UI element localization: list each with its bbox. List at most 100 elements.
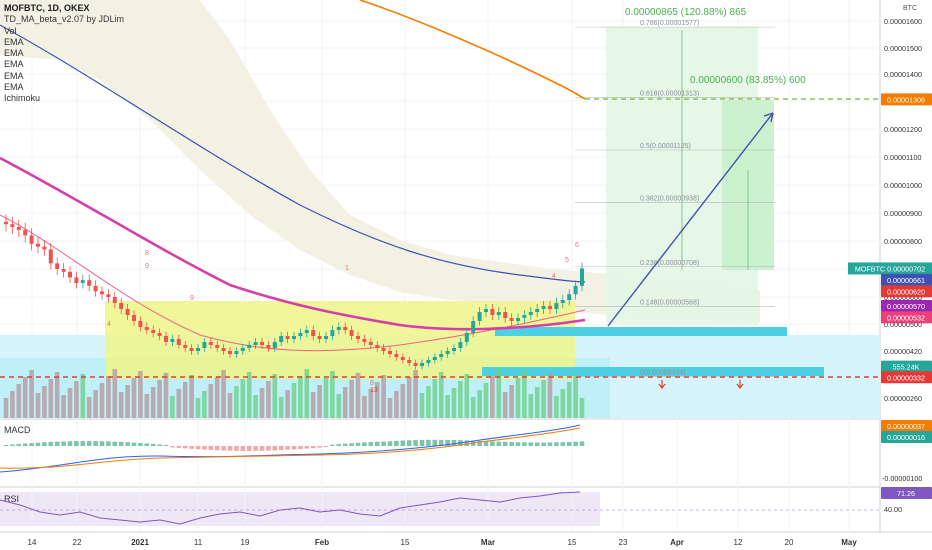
indicator-label[interactable]: TD_MA_beta_v2.07 by JDLim — [4, 14, 125, 25]
macd-pane[interactable] — [0, 420, 880, 486]
macd-histogram-bar — [157, 444, 162, 446]
candle-body — [304, 330, 309, 333]
candle-body — [336, 327, 341, 330]
candle-body — [189, 348, 194, 351]
volume-bar — [227, 393, 233, 418]
badge-label: 71.26 — [897, 489, 915, 498]
candle-body — [16, 227, 21, 230]
candle-body — [317, 336, 322, 339]
price-tick-label: 0.00000260 — [884, 394, 922, 403]
volume-bar — [579, 398, 585, 418]
volume-bar — [490, 376, 495, 418]
forecast-arrowhead — [763, 112, 774, 123]
indicator-label[interactable]: Ichimoku — [4, 93, 41, 104]
volume-bar — [528, 394, 534, 418]
indicator-label[interactable]: EMA — [4, 36, 24, 47]
volume-bar — [451, 388, 457, 418]
candle-body — [490, 309, 495, 315]
volume-bar — [336, 394, 342, 418]
macd-histogram-bar — [54, 441, 60, 446]
volume-bar — [221, 370, 226, 418]
fib-label: 0(0.00000334) — [640, 370, 686, 377]
forecast-arrow — [607, 112, 774, 327]
time-axis[interactable]: 14 22 2021 11 19 Feb 15 Mar 15 23 Apr 12 20 May — [28, 538, 858, 547]
volume-bar — [458, 381, 463, 418]
macd-histogram-bar — [509, 441, 514, 446]
badge-label: 0.00000532 — [887, 313, 925, 322]
volume-bar — [432, 379, 438, 418]
macd-histogram-bar — [387, 441, 393, 446]
volume-bar — [48, 379, 54, 418]
time-tick-label: 15 — [568, 538, 577, 547]
time-tick-label: 22 — [73, 538, 82, 547]
volume-bars — [3, 369, 585, 418]
candle-body — [87, 280, 92, 286]
indicator-label[interactable]: Vol — [4, 25, 17, 36]
candle-body — [80, 280, 85, 283]
macd-histogram-bar — [464, 440, 470, 446]
macd-histogram-bar — [374, 441, 380, 446]
macd-histogram-bar — [579, 441, 585, 446]
volume-bar — [509, 385, 514, 418]
macd-histogram-bar — [182, 446, 188, 449]
macd-histogram-bar — [86, 441, 92, 446]
symbol-title[interactable]: MOFBTC, 1D, OKEX — [4, 3, 90, 13]
candle-body — [164, 336, 168, 342]
candle-body — [23, 229, 28, 236]
indicator-label[interactable]: EMA — [4, 70, 24, 81]
volume-bar — [496, 369, 502, 418]
candle-body — [125, 309, 130, 315]
indicator-label[interactable]: EMA — [4, 82, 24, 93]
time-tick-label: 15 — [401, 538, 410, 547]
macd-histogram-bar — [515, 442, 521, 446]
td-count: 8 — [145, 250, 149, 257]
candle-body — [272, 342, 277, 348]
macd-histogram-bar — [74, 441, 79, 446]
candle-body — [100, 291, 104, 295]
time-tick-label: 12 — [734, 538, 743, 547]
macd-histogram-bar — [125, 442, 130, 446]
macd-histogram-bar — [234, 446, 239, 451]
macd-histogram-bar — [496, 441, 502, 446]
macd-histogram-bar — [61, 441, 66, 446]
price-tick-label: 0.00001200 — [884, 125, 922, 134]
volume-bar — [157, 380, 162, 418]
candle-body — [68, 271, 72, 278]
volume-bar — [470, 397, 476, 418]
badge-label: 0.00000016 — [887, 433, 925, 442]
macd-histogram-bar — [150, 443, 156, 446]
indicator-label[interactable]: EMA — [4, 48, 24, 59]
price-tick-label: 0.00000800 — [884, 237, 922, 246]
candle-body — [240, 348, 245, 351]
volume-bar — [29, 370, 34, 418]
macd-histogram-bar — [502, 441, 508, 446]
volume-bar — [483, 383, 489, 418]
candle-body — [464, 333, 469, 342]
macd-histogram-bar — [3, 445, 9, 446]
indicator-label[interactable]: EMA — [4, 59, 24, 70]
support-bar — [495, 327, 787, 336]
volume-bar — [381, 375, 386, 418]
macd-histogram-bar — [93, 441, 98, 446]
macd-histogram-bar — [138, 443, 143, 446]
macd-histogram-bar — [278, 446, 284, 451]
badge-bg — [881, 93, 932, 106]
support-bar — [482, 367, 824, 376]
macd-histogram-bar — [240, 446, 246, 451]
candles — [4, 214, 584, 370]
volume-bar — [176, 389, 182, 418]
volume-bar — [35, 393, 41, 418]
volume-bar — [573, 375, 578, 418]
candle-body — [298, 333, 303, 336]
candle-body — [548, 306, 552, 309]
candle-body — [452, 348, 456, 351]
candle-body — [208, 342, 213, 345]
volume-bar — [406, 377, 412, 418]
candle-body — [368, 342, 373, 345]
time-tick-label: 2021 — [131, 538, 149, 547]
macd-histogram-bar — [490, 441, 495, 446]
badge-label: 0.00000037 — [887, 422, 925, 431]
macd-histogram-bar — [336, 444, 342, 446]
macd-histogram-bar — [118, 441, 124, 446]
